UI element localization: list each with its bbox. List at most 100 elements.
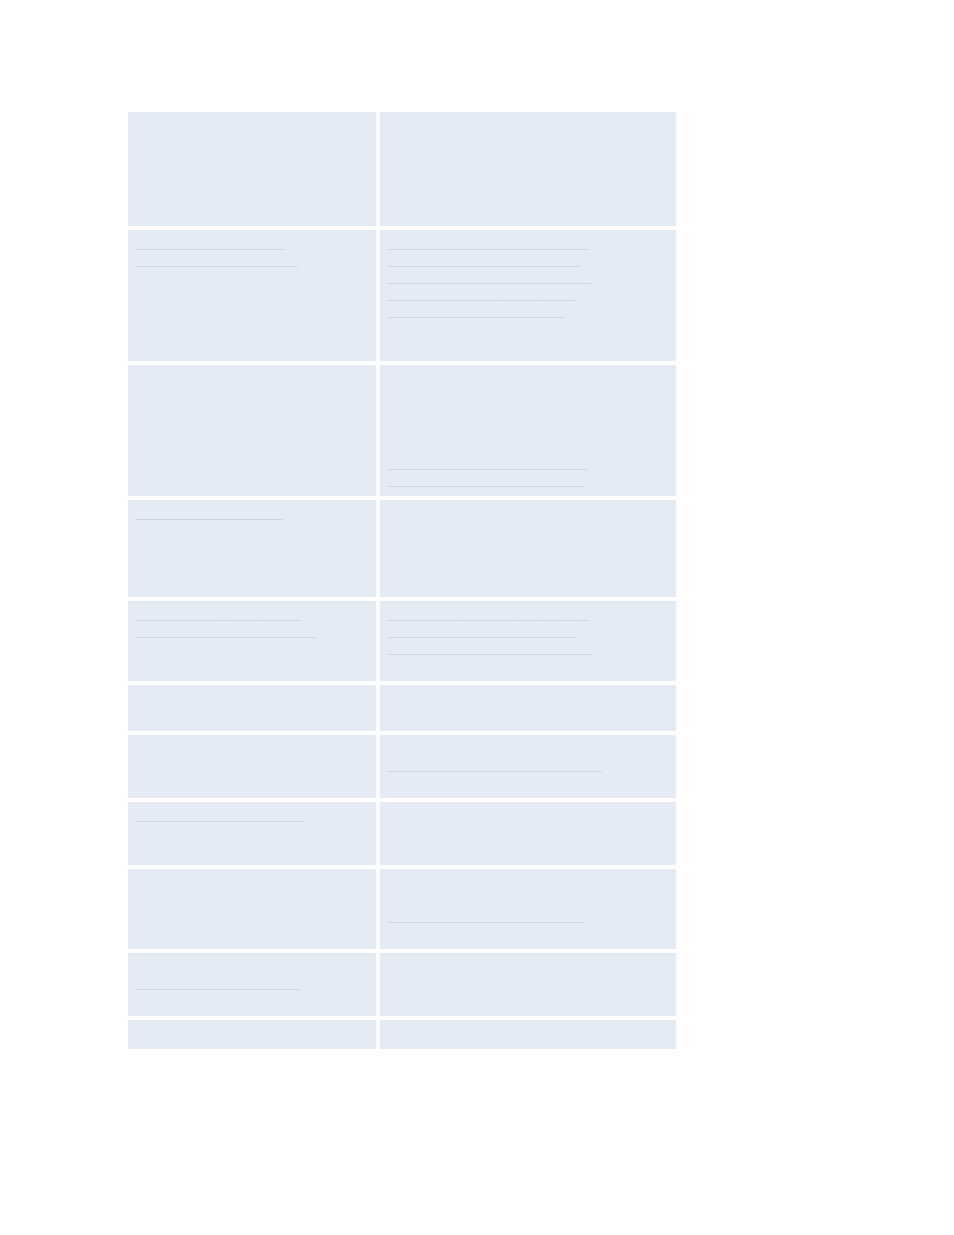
link-text[interactable]: Linked reference identifier entry [136,506,368,523]
table-row: Another short descriptive headertext for… [128,735,676,798]
plain-text: Final partial row description text conte… [388,1026,668,1043]
plain-text [136,775,368,792]
plain-text: this particular record category [136,708,368,725]
table-cell-right: Final partial row description text conte… [380,1020,676,1049]
table-row: Primary reference link entry oneSecondar… [128,230,676,361]
table-cell-left: Final partial row entry text content [128,1020,376,1049]
table-cell-left: Plain text header describing thissection… [128,869,376,949]
plain-text: Extended narrative content providing con… [388,371,668,388]
table-row: Final partial row entry text content Fina… [128,1020,676,1049]
table-cell-left: Opening plain text line for this entryLi… [128,953,376,1016]
plain-text [136,338,368,355]
table-cell-left: Section describing the proceduralrequire… [128,365,376,496]
link-text[interactable]: Linked reference identifier text here [136,976,368,993]
link-text[interactable]: Fifth descriptive linked reference entry [388,304,668,321]
plain-text: authorized personnel review only as [136,456,368,473]
table-cell-right: Initial plain text description line cont… [380,735,676,798]
plain-text [136,321,368,338]
plain-text: nature of the associated left column ent… [388,523,668,540]
plain-text [136,993,368,1010]
plain-text: Corresponding descriptive information de… [388,118,668,135]
plain-text: processing status and responsible depart… [388,169,668,186]
plain-text: and access control specifications for [136,439,368,456]
plain-text: context and clarification as required [136,557,368,574]
link-text[interactable]: Third corresponding linked description e… [388,641,668,658]
link-text[interactable]: First corresponding linked description e… [388,607,668,624]
plain-text: Document identification and [136,118,368,135]
plain-text: including relevant contextual details ab… [388,152,668,169]
plain-text [388,658,668,675]
plain-text: Plain descriptive text following the [136,523,368,540]
link-text[interactable]: Third descriptive linked reference entry… [388,270,668,287]
plain-text: Initial plain text description line cont… [388,741,668,758]
table-cell-left: Another short descriptive headertext for… [128,735,376,798]
table-row: Short descriptive header text forthis pa… [128,685,676,731]
plain-text: Short descriptive header text for [136,691,368,708]
link-text[interactable]: Additional linked supplementary referenc… [388,473,668,490]
plain-text: classification header containing [136,135,368,152]
table-cell-left: First linked reference in this sectionSe… [128,601,376,681]
link-text[interactable]: Second descriptive linked reference entr… [388,253,668,270]
plain-text: Supplementary plain text notation line [388,321,668,338]
plain-text: Final partial row entry text content [136,1026,368,1043]
link-text[interactable]: First descriptive linked reference entry… [388,236,668,253]
plain-text: Descriptive content corresponding to the [388,808,668,825]
plain-text: Another short descriptive header [136,741,368,758]
table-cell-left: Short descriptive header text forthis pa… [128,685,376,731]
link-text[interactable]: First linked reference in this section [136,607,368,624]
plain-text: of records including retention periods [136,422,368,439]
plain-text: to related files and supporting document… [388,422,668,439]
table-cell-right: Brief corresponding description providin… [380,685,676,731]
plain-text: text for this record category here [136,758,368,775]
plain-text [388,993,668,1010]
plain-text: reference numbers and dates for [136,152,368,169]
plain-text: Brief clarifying notation text line [136,641,368,658]
plain-text: Plain text header describing this [136,875,368,892]
link-text[interactable]: Primary reference link entry one [136,236,368,253]
plain-text: the nature and scope of the recorded ent… [388,135,668,152]
plain-text: standards applicable to this category [136,405,368,422]
plain-text: essential context for the left column en… [388,708,668,725]
link-text[interactable]: Secondary reference link entry two [136,253,368,270]
plain-text [388,775,668,792]
table-row: Plain text header describing thissection… [128,869,676,949]
plain-text: Section describing the procedural [136,371,368,388]
plain-text: requirements and documentation [136,388,368,405]
plain-text [388,926,668,943]
link-text[interactable]: Second corresponding linked description [388,624,668,641]
plain-text: referenced materials in the system [136,304,368,321]
plain-text: about the matter referenced in the left … [388,892,668,909]
table-cell-right: Standard descriptive content explaining … [380,500,676,597]
plain-text: with relevant details about processing a… [388,540,668,557]
table-cell-left: Primary reference link entry oneSecondar… [128,230,376,361]
plain-text [136,203,368,220]
table-cell-right: First corresponding linked description e… [380,601,676,681]
plain-text: administrative tracking purposes [136,169,368,186]
link-text[interactable]: Linked reference to related documentatio… [388,909,668,926]
plain-text: Standard descriptive content explaining … [388,506,668,523]
table-row: Linked identifier for this record entryS… [128,802,676,865]
plain-text: Corresponding description for this secti… [388,959,668,976]
link-text[interactable]: Fourth descriptive linked reference entr… [388,287,668,304]
link-text[interactable]: Second linked reference in this section [136,624,368,641]
link-text[interactable]: Linked reference to supporting documenta… [388,758,668,775]
table-cell-left: Document identification andclassificatio… [128,112,376,226]
plain-text: Brief corresponding description providin… [388,691,668,708]
document-table: Document identification andclassificatio… [128,112,676,1053]
plain-text: classification and handling of these [136,287,368,304]
table-cell-left: Linked reference identifier entryPlain d… [128,500,376,597]
table-cell-right: Descriptive content corresponding to the… [380,802,676,865]
table-row: Document identification andclassificatio… [128,112,676,226]
link-text[interactable]: Linked identifier for this record entry [136,808,368,825]
table-cell-right: Extended narrative content providing con… [380,365,676,496]
plain-text: current disposition status in the workfl… [388,557,668,574]
plain-text: identifying information for reference [136,909,368,926]
plain-text [136,574,368,591]
plain-text: maintained in parallel record systems ac… [388,439,668,456]
plain-text [136,658,368,675]
table-row: Section describing the proceduralrequire… [128,365,676,496]
link-text[interactable]: Linked supplementary reference document [388,456,668,473]
plain-text [136,926,368,943]
plain-text: Additional notation regarding the [136,270,368,287]
table-row: Linked reference identifier entryPlain d… [128,500,676,597]
